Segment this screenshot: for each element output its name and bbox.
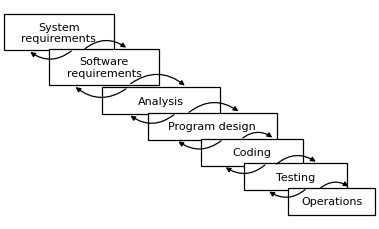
FancyBboxPatch shape (148, 114, 277, 140)
FancyBboxPatch shape (201, 139, 303, 166)
Text: Testing: Testing (276, 172, 315, 182)
Text: Program design: Program design (168, 122, 256, 132)
FancyBboxPatch shape (102, 88, 220, 114)
FancyBboxPatch shape (288, 188, 375, 215)
Text: System
requirements: System requirements (21, 22, 96, 44)
FancyBboxPatch shape (49, 50, 159, 86)
FancyBboxPatch shape (4, 15, 114, 51)
Text: Operations: Operations (301, 196, 362, 206)
Text: Coding: Coding (233, 148, 271, 158)
Text: Software
requirements: Software requirements (67, 57, 142, 79)
Text: Analysis: Analysis (138, 96, 184, 106)
FancyBboxPatch shape (244, 164, 347, 190)
